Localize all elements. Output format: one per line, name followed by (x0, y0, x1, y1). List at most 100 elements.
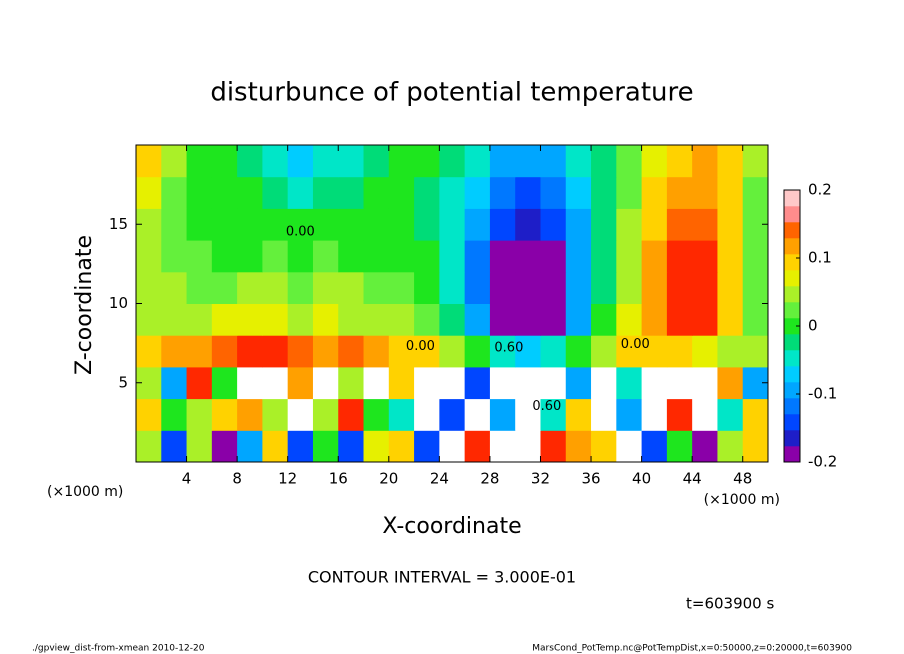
heat-cell (136, 430, 162, 463)
heat-cell (287, 240, 314, 273)
heat-cell (312, 303, 339, 336)
heat-cell (237, 366, 263, 400)
heat-cell (641, 335, 668, 368)
colorbar-segment (784, 206, 800, 223)
heat-cell (388, 271, 415, 304)
heat-cell (742, 240, 769, 273)
heat-cell (641, 398, 668, 431)
heat-cell (262, 240, 289, 273)
heat-cell (161, 303, 188, 336)
heat-cell (414, 398, 440, 431)
heat-cell (262, 303, 289, 336)
x-tick-label: 20 (379, 470, 398, 488)
heat-cell (616, 366, 643, 400)
heat-cell (388, 208, 415, 241)
time-label: t=603900 s (686, 595, 774, 613)
heat-cell (489, 240, 516, 273)
heat-cell (565, 271, 592, 304)
heat-cell (414, 240, 440, 273)
heat-cell (338, 208, 365, 241)
x-tick-label: 48 (733, 470, 752, 488)
heat-cell (515, 176, 541, 209)
heat-cell (591, 335, 617, 368)
heat-cell (161, 398, 188, 431)
heat-cell (540, 303, 567, 336)
heat-cell (136, 240, 162, 273)
heat-cell (161, 176, 188, 209)
contour-label: 0.60 (532, 399, 561, 414)
heat-cell (287, 208, 314, 241)
heat-cell (641, 271, 668, 304)
heat-cell (439, 430, 466, 463)
heat-cell (161, 335, 188, 368)
heat-cell (414, 145, 440, 178)
heat-cell (464, 303, 491, 336)
heat-cell (439, 208, 466, 241)
heat-cell (489, 398, 516, 431)
heat-cell (287, 271, 314, 304)
heat-cell (464, 176, 491, 209)
heat-cell (186, 303, 213, 336)
heat-cell (136, 335, 162, 368)
heat-cell (666, 398, 693, 431)
heat-cell (136, 271, 162, 304)
heat-cell (489, 366, 516, 400)
x-tick-label: 8 (232, 470, 242, 488)
colorbar-segment (784, 350, 800, 367)
heat-cell (641, 303, 668, 336)
heat-cell (742, 176, 769, 209)
heat-cell (666, 366, 693, 400)
heat-cell (237, 271, 263, 304)
heat-cell (742, 145, 769, 178)
heat-cell (540, 240, 567, 273)
heat-cell (565, 303, 592, 336)
heat-cell (186, 145, 213, 178)
colorbar-segment (784, 238, 800, 255)
heat-cell (666, 240, 693, 273)
footer-right: MarsCond_PotTemp.nc@PotTempDist,x=0:5000… (532, 644, 852, 654)
heat-cell (742, 271, 769, 304)
heat-cell (388, 366, 415, 400)
heat-cell (641, 176, 668, 209)
heat-cell (641, 430, 668, 463)
heat-cell (515, 208, 541, 241)
x-tick-label: 36 (581, 470, 600, 488)
colorbar-tick-label: -0.2 (808, 453, 837, 471)
heat-cell (489, 303, 516, 336)
heat-cell (338, 240, 365, 273)
heat-cell (540, 208, 567, 241)
heat-cell (211, 303, 238, 336)
heat-cell (287, 145, 314, 178)
heat-cell (363, 145, 390, 178)
heat-cell (616, 208, 643, 241)
colorbar-segment (784, 270, 800, 287)
heat-cell (591, 176, 617, 209)
heat-cell (439, 335, 466, 368)
heat-cell (464, 335, 491, 368)
heat-cell (161, 208, 188, 241)
x-tick-label: 28 (480, 470, 499, 488)
heat-cell (312, 271, 339, 304)
heat-cell (363, 271, 390, 304)
y-tick-label: 5 (118, 373, 128, 391)
heat-cell (464, 240, 491, 273)
heat-cell (312, 430, 339, 463)
heat-cell (591, 240, 617, 273)
heat-cell (565, 366, 592, 400)
heat-cell (186, 240, 213, 273)
heat-cell (237, 145, 263, 178)
heat-cell (287, 366, 314, 400)
heat-cell (591, 398, 617, 431)
heat-cell (565, 398, 592, 431)
heat-cell (641, 145, 668, 178)
heat-cell (262, 335, 289, 368)
colorbar-segment (784, 398, 800, 415)
heat-cell (414, 430, 440, 463)
contour-interval: CONTOUR INTERVAL = 3.000E-01 (308, 568, 576, 587)
heat-cell (717, 176, 744, 209)
heat-cell (742, 335, 769, 368)
heat-cell (338, 176, 365, 209)
heat-cell (489, 430, 516, 463)
heat-cell (388, 176, 415, 209)
heat-cell (489, 176, 516, 209)
